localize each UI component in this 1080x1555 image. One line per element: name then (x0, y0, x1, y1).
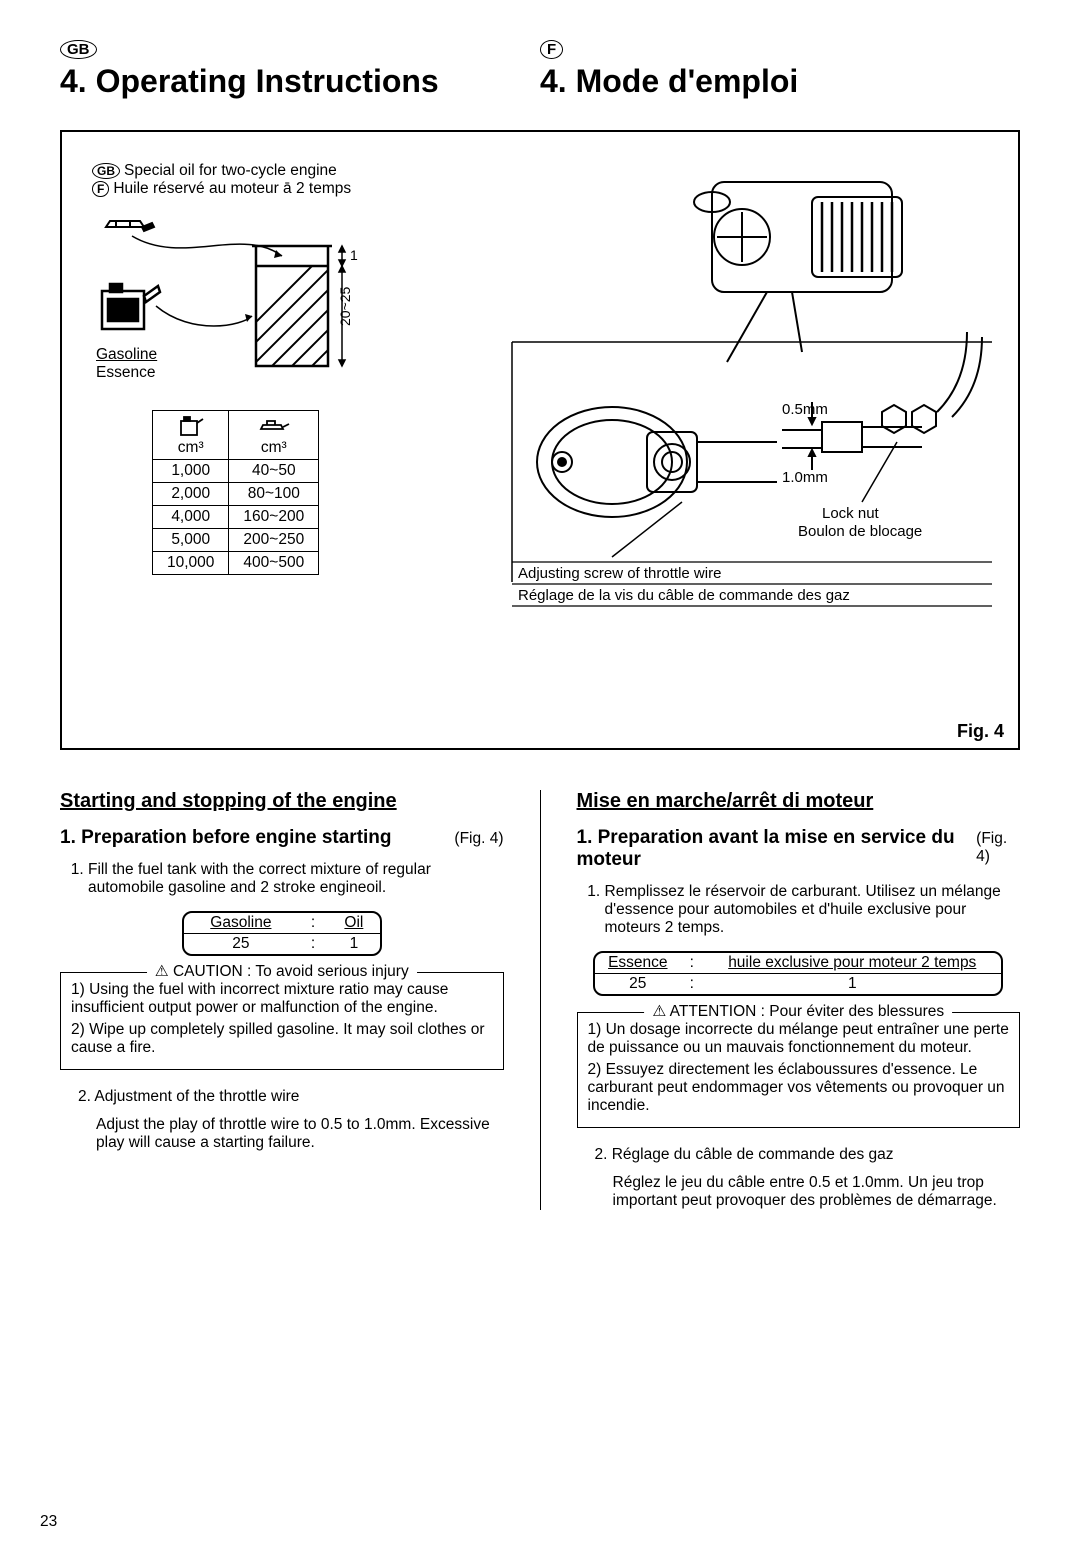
engine-diagram-icon: 0.5mm 1.0mm Lock nut Boulon de blocage A… (482, 162, 1002, 622)
figure-right: 0.5mm 1.0mm Lock nut Boulon de blocage A… (482, 162, 1002, 622)
oil-text-gb: Special oil for two-cycle engine (124, 162, 337, 179)
oil-badge-f: F (92, 181, 109, 197)
oil-badge-gb: GB (92, 163, 120, 179)
oil-text-f: Huile réservé au moteur ā 2 temps (113, 180, 351, 197)
figref-gb: (Fig. 4) (454, 830, 503, 848)
oil-labels: GBSpecial oil for two-cycle engine FHuil… (92, 162, 452, 198)
ratio-box-f: Essence : huile exclusive pour moteur 2 … (593, 951, 1003, 996)
caution-box-f: ⚠ ATTENTION : Pour éviter des blessures … (577, 1012, 1021, 1128)
caution-title-gb: ⚠ CAUTION : To avoid serious injury (147, 962, 417, 981)
svg-text:Réglage de la vis du câble de: Réglage de la vis du câble de commande d… (518, 587, 850, 604)
step2-title-f: 2. Réglage du câble de commande des gaz (595, 1146, 1021, 1164)
figure-4: GBSpecial oil for two-cycle engine FHuil… (60, 130, 1020, 750)
instructions-row: Starting and stopping of the engine 1. P… (60, 790, 1020, 1210)
ratio-top: 1 (350, 247, 358, 263)
instructions-f: Mise en marche/arrêt di moteur 1. Prepar… (577, 790, 1021, 1210)
lang-badge-gb: GB (60, 40, 97, 59)
subtitle-gb: Starting and stopping of the engine (60, 790, 504, 813)
svg-text:0.5mm: 0.5mm (782, 401, 828, 418)
fuel-gb: Gasoline (96, 346, 157, 363)
title-gb: 4. Operating Instructions (60, 63, 439, 99)
fuel-f: Essence (96, 364, 155, 381)
mix-table: cm³ cm³ 1,00040~50 2,00080~100 4,000160~… (152, 410, 319, 575)
svg-text:1.0mm: 1.0mm (782, 469, 828, 486)
ratio-box-gb: Gasoline : Oil 25 : 1 (182, 911, 382, 956)
header-row: GB 4. Operating Instructions F 4. Mode d… (60, 40, 1020, 100)
figref-f: (Fig. 4) (976, 830, 1020, 866)
mix-th-oil-icon: cm³ (229, 411, 319, 460)
figure-label: Fig. 4 (957, 721, 1004, 742)
mix-th-fuel-icon: cm³ (153, 411, 229, 460)
caution2-gb: 2) Wipe up completely spilled gasoline. … (71, 1021, 493, 1057)
caution1-f: 1) Un dosage incorrecte du mélange peut … (588, 1021, 1010, 1057)
title-f: 4. Mode d'emploi (540, 63, 798, 99)
page-number: 23 (40, 1513, 57, 1531)
header-right: F 4. Mode d'emploi (540, 40, 1020, 100)
instructions-gb: Starting and stopping of the engine 1. P… (60, 790, 504, 1210)
prep-title-f: 1. Preparation avant la mise en service … (577, 827, 977, 871)
caution-box-gb: ⚠ CAUTION : To avoid serious injury 1) U… (60, 972, 504, 1070)
svg-text:Lock nut: Lock nut (822, 505, 880, 522)
svg-text:Adjusting screw of throttle wi: Adjusting screw of throttle wire (518, 565, 721, 582)
caution-title-f: ⚠ ATTENTION : Pour éviter des blessures (644, 1002, 952, 1021)
step1-gb: Fill the fuel tank with the correct mixt… (88, 861, 504, 897)
caution1-gb: 1) Using the fuel with incorrect mixture… (71, 981, 493, 1017)
lang-badge-f: F (540, 40, 563, 59)
subtitle-f: Mise en marche/arrêt di moteur (577, 790, 1021, 813)
prep-title-gb: 1. Preparation before engine starting (60, 827, 392, 849)
svg-text:Boulon de blocage: Boulon de blocage (798, 523, 922, 540)
caution2-f: 2) Essuyez directement les éclaboussures… (588, 1061, 1010, 1115)
header-left: GB 4. Operating Instructions (60, 40, 540, 100)
column-divider (540, 790, 541, 1210)
step1-f: Remplissez le réservoir de carburant. Ut… (605, 883, 1021, 937)
step2-body-gb: Adjust the play of throttle wire to 0.5 … (96, 1116, 504, 1152)
ratio-side: 20~25 (337, 286, 353, 326)
figure-left: GBSpecial oil for two-cycle engine FHuil… (92, 162, 452, 622)
step2-title-gb: 2. Adjustment of the throttle wire (78, 1088, 504, 1106)
step2-body-f: Réglez le jeu du câble entre 0.5 et 1.0m… (613, 1174, 1021, 1210)
